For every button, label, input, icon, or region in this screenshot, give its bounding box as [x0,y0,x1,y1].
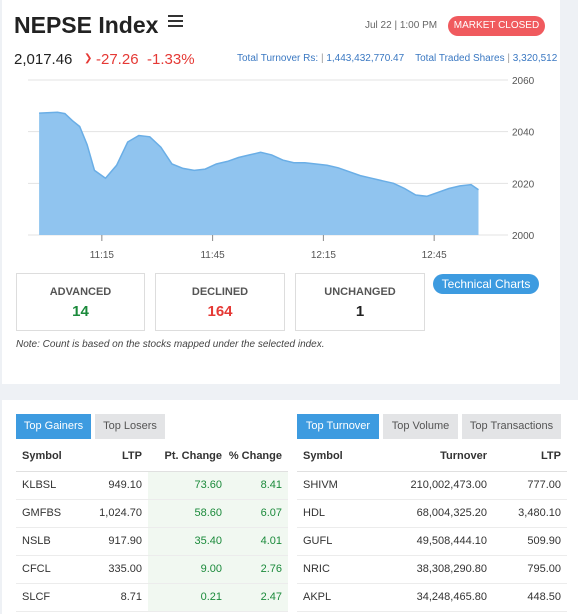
index-change-percent: -1.33% [147,51,195,68]
value-cell: 0.21 [148,583,228,612]
value-cell: 9.00 [148,555,228,584]
traded-shares-value: 3,320,512 [512,53,558,64]
tab-top-turnover[interactable]: Top Turnover [297,414,379,439]
tab-top-volume[interactable]: Top Volume [383,414,458,439]
table-row[interactable]: SHIVM 210,002,473.00 777.00 [297,471,567,500]
column-header: LTP [493,442,567,472]
unchanged-count: 1 [355,303,365,320]
symbol-cell[interactable]: KLBSL [16,471,82,500]
value-cell: 8.41 [228,471,288,500]
traded-shares-label: Total Traded Shares [415,53,505,64]
value-cell: 210,002,473.00 [369,471,493,500]
table-row[interactable]: CFCL 335.00 9.00 2.76 [16,555,288,584]
x-axis-ticks: 11:15 11:45 12:15 12:45 [90,235,447,261]
value-cell: 949.10 [82,471,148,500]
index-area-series [39,112,479,235]
y-tick-label: 2060 [512,76,535,87]
symbol-cell[interactable]: SLCF [16,583,82,612]
index-line-series [39,111,479,198]
y-tick-label: 2000 [512,231,535,242]
index-value: 2,017.46 [14,51,73,68]
technical-charts-button[interactable]: Technical Charts [433,274,539,294]
value-cell: 73.60 [148,471,228,500]
tab-top-transactions[interactable]: Top Transactions [462,414,561,439]
table-row[interactable]: NSLB 917.90 35.40 4.01 [16,527,288,556]
market-status-badge: MARKET CLOSED [448,16,545,36]
table-row[interactable]: KLBSL 949.10 73.60 8.41 [16,471,288,500]
column-header: LTP [82,442,148,472]
value-cell: 1,024.70 [82,499,148,528]
value-cell: 8.71 [82,583,148,612]
market-date: Jul 22 | 1:00 PM [365,20,438,31]
value-cell: 917.90 [82,527,148,556]
value-cell: 2.47 [228,583,288,612]
chevron-down-icon: ❯ [84,53,93,64]
table-row[interactable]: SLCF 8.71 0.21 2.47 [16,583,288,612]
value-cell: 795.00 [493,555,567,584]
turnover-label: Total Turnover Rs: [237,53,319,64]
advanced-stat: ADVANCED 14 [16,273,145,331]
value-cell: 49,508,444.10 [369,527,493,556]
table-header-row: Symbol Turnover LTP [297,442,567,472]
value-cell: 4.01 [228,527,288,556]
value-cell: 509.90 [493,527,567,556]
symbol-cell[interactable]: NRIC [297,555,369,584]
symbol-cell[interactable]: SHIVM [297,471,369,500]
declined-count: 164 [207,303,233,320]
x-tick-label: 11:15 [90,250,115,261]
table-row[interactable]: AKPL 34,248,465.80 448.50 [297,583,567,612]
value-cell: 38,308,290.80 [369,555,493,584]
column-header: Turnover [369,442,493,472]
advanced-label: ADVANCED [49,286,112,298]
table-row[interactable]: HDL 68,004,325.20 3,480.10 [297,499,567,528]
value-cell: 448.50 [493,583,567,612]
table-row[interactable]: NRIC 38,308,290.80 795.00 [297,555,567,584]
y-axis-ticks: 2000 2020 2040 2060 [512,76,535,242]
symbol-cell[interactable]: GMFBS [16,499,82,528]
column-header: Symbol [16,442,82,472]
symbol-cell[interactable]: GUFL [297,527,369,556]
index-chart: 2000 2020 2040 2060 11:15 11:45 12:15 12:45 [28,76,535,261]
page-title: NEPSE Index [14,12,159,38]
y-tick-label: 2020 [512,179,535,190]
value-cell: 6.07 [228,499,288,528]
table-row[interactable]: GUFL 49,508,444.10 509.90 [297,527,567,556]
menu-icon[interactable] [168,15,183,31]
value-cell: 3,480.10 [493,499,567,528]
unchanged-label: UNCHANGED [324,286,396,298]
declined-stat: DECLINED 164 [155,273,285,331]
column-header: Pt. Change [148,442,228,472]
turnover-summary: Total Turnover Rs: | 1,443,432,770.47 To… [237,53,558,64]
value-cell: 34,248,465.80 [369,583,493,612]
column-header: Symbol [297,442,369,472]
value-cell: 68,004,325.20 [369,499,493,528]
value-cell: 35.40 [148,527,228,556]
y-tick-label: 2040 [512,128,535,139]
top-turnover-table: Symbol Turnover LTP SHIVM 210,002,473.00 7… [297,442,567,612]
tab-top-gainers[interactable]: Top Gainers [16,414,91,439]
index-change: -27.26 [96,51,139,68]
declined-label: DECLINED [191,286,249,298]
x-tick-label: 11:45 [200,250,225,261]
symbol-cell[interactable]: NSLB [16,527,82,556]
top-gainers-table: Symbol LTP Pt. Change % Change KLBSL 949.… [16,442,288,612]
symbol-cell[interactable]: CFCL [16,555,82,584]
value-cell: 2.76 [228,555,288,584]
column-header: % Change [228,442,288,472]
table-row[interactable]: GMFBS 1,024.70 58.60 6.07 [16,499,288,528]
x-tick-label: 12:45 [422,250,447,261]
advanced-count: 14 [72,303,89,320]
x-tick-label: 12:15 [311,250,336,261]
unchanged-stat: UNCHANGED 1 [295,273,425,331]
symbol-cell[interactable]: AKPL [297,583,369,612]
value-cell: 335.00 [82,555,148,584]
symbol-cell[interactable]: HDL [297,499,369,528]
turnover-value: 1,443,432,770.47 [326,53,405,64]
table-header-row: Symbol LTP Pt. Change % Change [16,442,288,472]
value-cell: 777.00 [493,471,567,500]
index-note: Note: Count is based on the stocks mappe… [16,339,325,350]
tab-top-losers[interactable]: Top Losers [95,414,165,439]
value-cell: 58.60 [148,499,228,528]
